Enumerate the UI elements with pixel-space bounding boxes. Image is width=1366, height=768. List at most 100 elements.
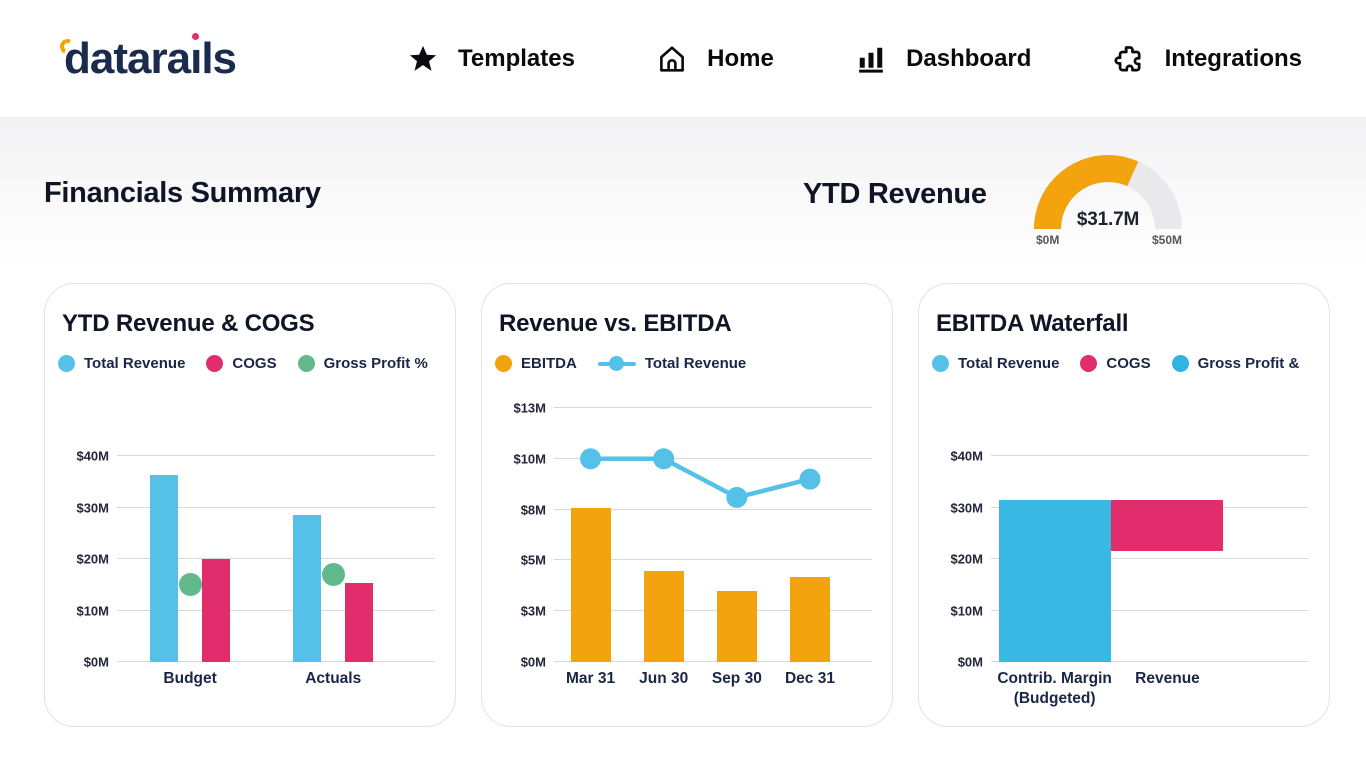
gridline-$40M xyxy=(991,455,1309,456)
y-tick-$8M: $8M xyxy=(520,502,546,518)
top-nav-bar: dataraı ls Templates Home Dashboard xyxy=(0,0,1366,117)
gridline-$0M xyxy=(117,661,435,662)
nav-item-home[interactable]: Home xyxy=(657,44,774,74)
gridline-$0M xyxy=(554,661,872,662)
x-category-label: Budget xyxy=(163,670,217,687)
gridline-$10M xyxy=(991,609,1309,611)
puzzle-icon xyxy=(1114,46,1141,72)
chart-legend: Total Revenue COGS Gross Profit % xyxy=(58,355,447,372)
y-tick-$30M: $30M xyxy=(950,500,983,515)
line-point xyxy=(726,486,748,508)
gridline-$20M xyxy=(117,558,435,559)
chart-legend: Total Revenue COGS Gross Profit & xyxy=(932,355,1321,372)
legend-label: Total Revenue xyxy=(958,355,1060,372)
card-ytd-revenue-cogs: YTD Revenue & COGS Total Revenue COGS Gros… xyxy=(44,283,456,727)
logo-i-dot xyxy=(192,33,200,40)
y-tick-$40M: $40M xyxy=(950,448,983,464)
line-point xyxy=(653,448,675,470)
page-title: Financials Summary xyxy=(44,177,321,209)
y-tick-$0M: $0M xyxy=(83,654,109,670)
y-tick-$10M: $10M xyxy=(513,451,546,467)
nav-label: Templates xyxy=(458,44,575,72)
y-tick-$40M: $40M xyxy=(76,448,109,464)
legend-item-total-revenue: Total Revenue xyxy=(58,355,185,372)
waterfall-bar-2 xyxy=(1111,499,1224,552)
chart-plot: $0M $3M $5M $8M $10M $13M xyxy=(500,400,874,670)
y-tick-$0M: $0M xyxy=(520,654,546,670)
line-point xyxy=(799,468,821,490)
y-tick-$13M: $13M xyxy=(513,400,546,416)
bar-ebitda xyxy=(716,590,757,662)
chart-categories: Mar 31 Jun 30 Sep 30 Dec 31 xyxy=(554,669,872,717)
chart-plot: $0M $10M $20M $30M $40M xyxy=(937,434,1311,670)
bar-chart-icon xyxy=(859,47,883,73)
x-category-label: Sep 30 xyxy=(711,670,762,687)
card-revenue-vs-ebitda: Revenue vs. EBITDA EBITDA Total Revenue $… xyxy=(481,283,893,727)
legend-item-total-revenue: Total Revenue xyxy=(932,355,1059,372)
x-category-label: Revenue xyxy=(1135,670,1200,687)
bar-total-revenue xyxy=(293,515,322,662)
gridline-$40M xyxy=(117,455,435,456)
nav-item-integrations[interactable]: Integrations xyxy=(1114,43,1302,74)
legend-label: EBITDA xyxy=(521,355,577,372)
nav-item-dashboard[interactable]: Dashboard xyxy=(856,44,1031,74)
legend-line-marker xyxy=(597,356,636,371)
x-category-label: Dec 31 xyxy=(784,670,835,687)
legend-dot xyxy=(1080,355,1098,372)
y-tick-$30M: $30M xyxy=(76,500,109,515)
nav-item-templates[interactable]: Templates xyxy=(408,44,575,74)
legend-item-cogs: COGS xyxy=(206,355,277,372)
gauge-max-label: $50M xyxy=(1151,233,1182,247)
marker-gross-profit xyxy=(321,563,345,587)
gridline-$3M xyxy=(554,610,872,612)
bar-ebitda xyxy=(789,576,830,662)
main-nav: Templates Home Dashboard Integrations xyxy=(408,0,1302,117)
waterfall-bar-1 xyxy=(998,499,1111,662)
x-category-label: Contrib. Margin (Budgeted) xyxy=(997,670,1112,708)
legend-label: COGS xyxy=(1106,355,1151,372)
legend-dot xyxy=(206,355,224,372)
y-tick-$20M: $20M xyxy=(950,551,983,567)
legend-item-gross-profit-: Gross Profit & xyxy=(1171,355,1299,372)
legend-dot xyxy=(1171,355,1189,372)
legend-item-ebitda: EBITDA xyxy=(495,355,577,372)
x-category-label: Actuals xyxy=(305,670,362,687)
y-tick-$10M: $10M xyxy=(950,603,983,618)
ytd-revenue-gauge: $31.7M $0M $50M xyxy=(1034,153,1182,249)
legend-dot xyxy=(58,355,75,372)
legend-line-dot xyxy=(609,356,625,371)
y-tick-$10M: $10M xyxy=(76,603,109,618)
chart-plot: $0M $10M $20M $30M $40M xyxy=(63,434,437,670)
gridline-$8M xyxy=(554,508,872,510)
chart-legend: EBITDA Total Revenue xyxy=(495,355,884,372)
legend-label: Total Revenue xyxy=(644,355,747,372)
x-category-label: Jun 30 xyxy=(639,670,689,687)
logo-text: dataraı ls xyxy=(64,33,237,83)
legend-label: Total Revenue xyxy=(84,355,186,372)
legend-label: COGS xyxy=(232,355,277,372)
bar-cogs xyxy=(202,559,231,662)
chart-categories: Budget Actuals xyxy=(117,669,435,717)
chart-title: YTD Revenue & COGS xyxy=(62,310,315,337)
marker-gross-profit xyxy=(178,573,202,597)
dashboard-body: Financials Summary YTD Revenue $31.7M $0… xyxy=(0,117,1366,768)
bar-ebitda xyxy=(643,570,684,662)
bar-total-revenue xyxy=(150,475,179,662)
legend-dot xyxy=(297,355,315,372)
chart-title: EBITDA Waterfall xyxy=(936,310,1129,337)
gridline-$10M xyxy=(554,457,872,459)
gridline-$30M xyxy=(117,506,435,508)
legend-item-total-revenue: Total Revenue xyxy=(597,355,747,372)
home-icon xyxy=(660,45,685,72)
chart-title: Revenue vs. EBITDA xyxy=(499,310,732,337)
gauge-value: $31.7M xyxy=(1076,209,1140,230)
total-revenue-line xyxy=(580,448,821,508)
bar-ebitda xyxy=(570,507,611,662)
legend-dot xyxy=(495,355,512,372)
gridline-$0M xyxy=(991,661,1309,662)
gridline-$13M xyxy=(554,407,872,408)
gridline-$10M xyxy=(117,609,435,611)
datarails-logo[interactable]: dataraı ls xyxy=(58,30,237,88)
card-ebitda-waterfall: EBITDA Waterfall Total Revenue COGS Gross … xyxy=(918,283,1330,727)
line-point xyxy=(580,448,602,470)
